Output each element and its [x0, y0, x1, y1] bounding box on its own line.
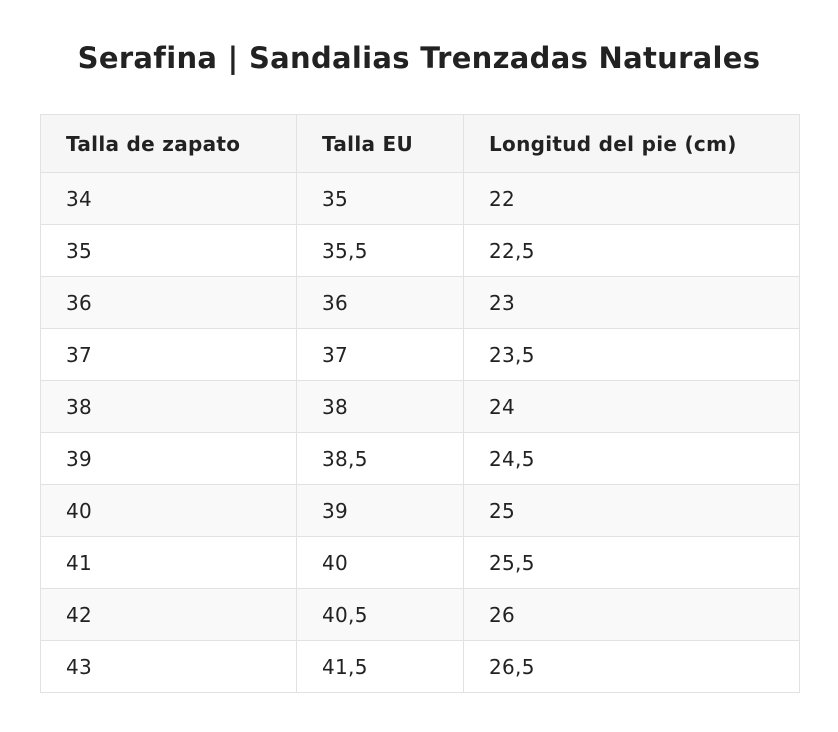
- table-row: 38 38 24: [40, 380, 800, 433]
- size-chart-table: Talla de zapato Talla EU Longitud del pi…: [40, 114, 800, 693]
- column-header-foot-length: Longitud del pie (cm): [463, 114, 800, 173]
- column-header-shoe-size: Talla de zapato: [40, 114, 297, 173]
- foot-length-cell: 25: [463, 484, 800, 537]
- table-row: 42 40,5 26: [40, 588, 800, 641]
- table-row: 36 36 23: [40, 276, 800, 329]
- eu-size-cell: 35: [296, 172, 464, 225]
- foot-length-cell: 26: [463, 588, 800, 641]
- shoe-size-cell: 37: [40, 328, 297, 381]
- eu-size-cell: 35,5: [296, 224, 464, 277]
- table-row: 35 35,5 22,5: [40, 224, 800, 277]
- foot-length-cell: 26,5: [463, 640, 800, 693]
- shoe-size-cell: 38: [40, 380, 297, 433]
- table-row: 39 38,5 24,5: [40, 432, 800, 485]
- eu-size-cell: 37: [296, 328, 464, 381]
- shoe-size-cell: 34: [40, 172, 297, 225]
- page-title: Serafina | Sandalias Trenzadas Naturales: [77, 41, 761, 75]
- eu-size-cell: 40: [296, 536, 464, 589]
- eu-size-cell: 41,5: [296, 640, 464, 693]
- foot-length-cell: 23: [463, 276, 800, 329]
- foot-length-cell: 24,5: [463, 432, 800, 485]
- eu-size-cell: 38: [296, 380, 464, 433]
- foot-length-cell: 24: [463, 380, 800, 433]
- table-row: 40 39 25: [40, 484, 800, 537]
- foot-length-cell: 23,5: [463, 328, 800, 381]
- table-row: 34 35 22: [40, 172, 800, 225]
- eu-size-cell: 39: [296, 484, 464, 537]
- shoe-size-cell: 42: [40, 588, 297, 641]
- eu-size-cell: 38,5: [296, 432, 464, 485]
- eu-size-cell: 36: [296, 276, 464, 329]
- shoe-size-cell: 35: [40, 224, 297, 277]
- shoe-size-cell: 43: [40, 640, 297, 693]
- table-row: 41 40 25,5: [40, 536, 800, 589]
- shoe-size-cell: 40: [40, 484, 297, 537]
- shoe-size-cell: 36: [40, 276, 297, 329]
- table-header-row: Talla de zapato Talla EU Longitud del pi…: [40, 114, 800, 173]
- foot-length-cell: 22,5: [463, 224, 800, 277]
- eu-size-cell: 40,5: [296, 588, 464, 641]
- shoe-size-cell: 41: [40, 536, 297, 589]
- table-row: 37 37 23,5: [40, 328, 800, 381]
- foot-length-cell: 22: [463, 172, 800, 225]
- shoe-size-cell: 39: [40, 432, 297, 485]
- table-row: 43 41,5 26,5: [40, 640, 800, 693]
- foot-length-cell: 25,5: [463, 536, 800, 589]
- column-header-eu-size: Talla EU: [296, 114, 464, 173]
